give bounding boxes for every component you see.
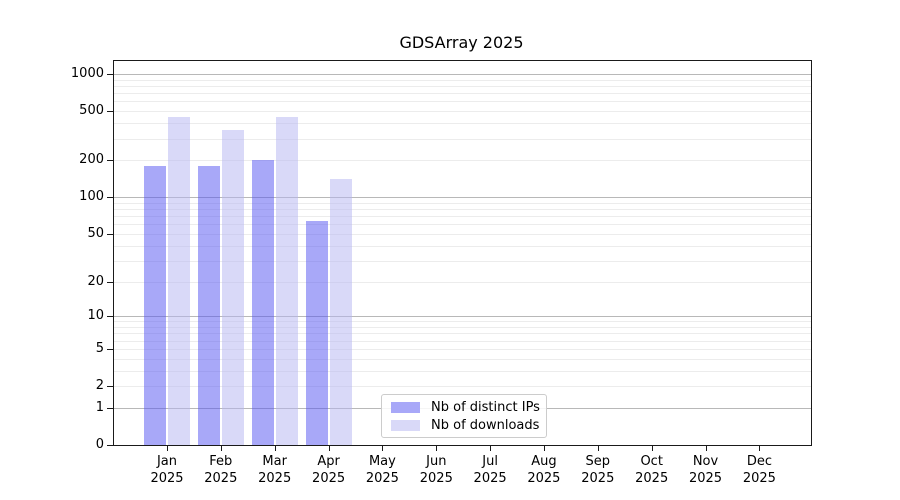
xtick-label-jan: Jan 2025 (150, 454, 184, 486)
ytick-label-100: 100 (79, 189, 104, 205)
gridline-400 (114, 123, 811, 125)
xtick-label-aug: Aug 2025 (527, 454, 561, 486)
bar-downloads-jan (168, 116, 190, 445)
xtick-mark-apr (328, 446, 330, 451)
legend: Nb of distinct IPs Nb of downloads (381, 394, 547, 438)
ytick-label-2: 2 (95, 378, 104, 393)
xtick-mark-feb (220, 446, 222, 451)
ytick-mark-20 (107, 281, 114, 283)
ytick-label-10: 10 (87, 308, 104, 324)
xtick-label-sep: Sep 2025 (581, 454, 615, 486)
gridline-70 (114, 216, 811, 218)
gridline-700 (114, 93, 811, 95)
gridline-600 (114, 101, 811, 103)
gridline-20 (114, 281, 811, 283)
gridline-30 (114, 260, 811, 262)
gridline-2 (114, 386, 811, 387)
legend-swatch-distinct-ips (391, 401, 420, 413)
xtick-mark-oct (651, 446, 653, 451)
xtick-label-mar: Mar 2025 (258, 454, 292, 486)
xtick-mark-mar (274, 446, 276, 451)
ytick-mark-200 (107, 160, 114, 162)
xtick-mark-jul (490, 446, 492, 451)
chart-title: GDSArray 2025 (399, 33, 524, 52)
xtick-label-feb: Feb 2025 (204, 454, 238, 486)
ytick-mark-5 (107, 348, 114, 350)
gridline-100 (114, 197, 811, 199)
gridline-300 (114, 138, 811, 140)
gridline-500 (114, 111, 811, 113)
xtick-mark-sep (597, 446, 599, 451)
ytick-label-1: 1 (95, 399, 104, 415)
gridline-10 (114, 316, 811, 318)
xtick-label-may: May 2025 (365, 454, 399, 486)
ytick-mark-10 (107, 316, 114, 318)
gridline-3 (114, 370, 811, 372)
legend-swatch-downloads (391, 419, 420, 431)
gridline-9 (114, 321, 811, 323)
gridline-4 (114, 358, 811, 360)
xtick-label-jun: Jun 2025 (419, 454, 453, 486)
gridline-6 (114, 340, 811, 342)
gridline-50 (114, 233, 811, 235)
xtick-label-dec: Dec 2025 (742, 454, 776, 486)
gridline-60 (114, 224, 811, 226)
ytick-label-0: 0 (95, 437, 104, 452)
gridline-5 (114, 348, 811, 350)
bar-downloads-mar (275, 117, 298, 445)
legend-item-distinct-ips: Nb of distinct IPs (391, 398, 540, 416)
ytick-mark-50 (107, 233, 114, 235)
xtick-label-jul: Jul 2025 (473, 454, 507, 486)
gridline-900 (114, 79, 811, 81)
gridline-8 (114, 327, 811, 328)
ytick-mark-1000 (107, 74, 114, 75)
bar-downloads-feb (221, 129, 244, 445)
xtick-label-oct: Oct 2025 (635, 454, 669, 486)
xtick-label-apr: Apr 2025 (312, 454, 346, 486)
ytick-mark-1 (107, 407, 114, 409)
xtick-mark-dec (759, 446, 761, 451)
plot-area: 0 1 2 5 10 20 50 100 200 500 1000 Jan 2025 Feb 2025… (71, 60, 812, 486)
ytick-mark-2 (107, 386, 114, 387)
legend-label-downloads: Nb of downloads (431, 417, 540, 433)
ytick-label-50: 50 (87, 225, 104, 241)
gridline-800 (114, 86, 811, 87)
bar-distinct-ips-feb (197, 166, 220, 445)
xtick-mark-nov (705, 446, 707, 451)
gridline-80 (114, 209, 811, 210)
ytick-label-20: 20 (87, 273, 104, 289)
bar-distinct-ips-mar (251, 159, 274, 445)
ytick-label-200: 200 (79, 152, 104, 168)
bar-distinct-ips-jan (144, 165, 166, 445)
ytick-label-500: 500 (79, 103, 104, 119)
gridline-7 (114, 333, 811, 335)
gridline-200 (114, 160, 811, 162)
xtick-label-nov: Nov 2025 (688, 454, 723, 486)
gridline-90 (114, 202, 811, 204)
ytick-mark-0 (107, 445, 114, 446)
ytick-mark-500 (107, 111, 114, 113)
gridline-40 (114, 245, 811, 247)
legend-item-downloads: Nb of downloads (391, 416, 540, 434)
ytick-label-5: 5 (95, 340, 104, 356)
xtick-mark-may (382, 446, 384, 451)
xtick-mark-jun (436, 446, 438, 451)
bar-downloads-apr (329, 179, 352, 445)
xtick-mark-aug (543, 446, 545, 451)
bar-distinct-ips-apr (305, 220, 328, 445)
gridline-1000 (114, 74, 811, 75)
xtick-mark-jan (167, 446, 168, 451)
legend-label-distinct-ips: Nb of distinct IPs (431, 399, 540, 415)
ytick-label-1000: 1000 (70, 66, 104, 81)
ytick-mark-100 (107, 197, 114, 199)
